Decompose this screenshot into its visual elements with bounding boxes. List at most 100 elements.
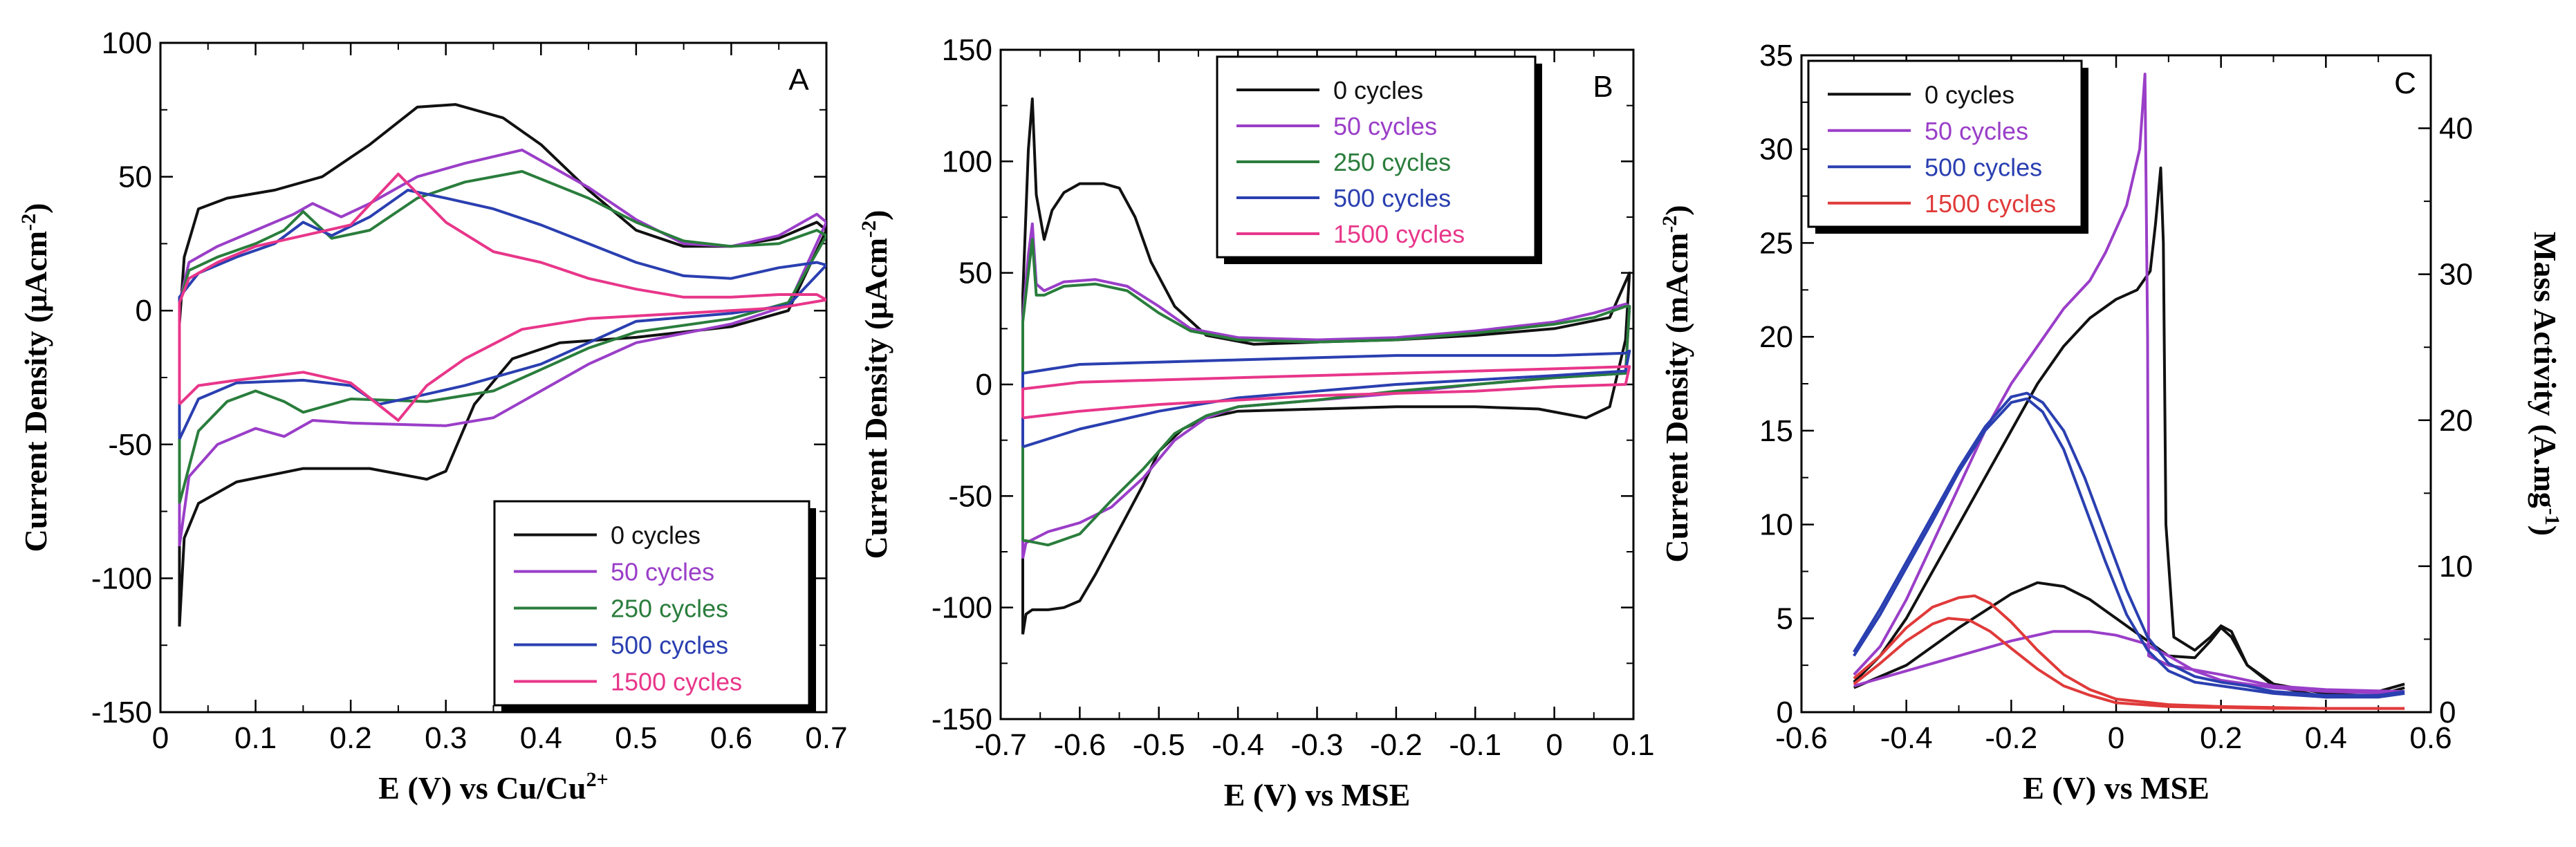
y-axis-label: Current Density (μAcm-2)	[858, 210, 893, 559]
y-tick-label: -50	[948, 479, 992, 513]
y-tick-label: 10	[1759, 508, 1793, 542]
x-tick-label: 0.5	[615, 721, 657, 755]
legend-label: 0 cycles	[1333, 76, 1423, 104]
y-tick-label: 20	[1759, 320, 1793, 354]
y-tick-label: 5	[1777, 602, 1793, 635]
y-tick-label: -50	[108, 428, 152, 462]
legend: 0 cycles 50 cycles 250 cycles 500 cycles 150…	[493, 500, 816, 712]
x-axis-label-main: E (V) vs MSE	[2023, 770, 2209, 806]
x-tick-label: 0.7	[805, 721, 847, 755]
x-tick-label: 0.3	[425, 721, 467, 755]
x-tick-label: -0.3	[1291, 728, 1344, 762]
y-tick-label: -150	[91, 696, 152, 729]
y-axis-label-tail: )	[18, 203, 53, 213]
x-axis-label-main: E (V) vs Cu/Cu	[378, 770, 586, 806]
y-tick-label: 35	[1759, 39, 1793, 73]
y-axis-label-sup: -2	[17, 214, 40, 231]
y-tick-label: 30	[1759, 133, 1793, 167]
y2-axis-label-sup: -1	[2541, 508, 2564, 525]
legend-label: 50 cycles	[611, 558, 714, 586]
x-tick-label: 0.4	[2305, 721, 2347, 755]
y-axis-label-main: Current Density (mAcm	[1659, 233, 1694, 563]
plot-area	[1853, 73, 2405, 710]
legend-label: 50 cycles	[1925, 117, 2028, 145]
panel-letter: C	[2394, 66, 2416, 100]
y-tick-label: 0	[976, 368, 992, 402]
legend: 0 cycles 50 cycles 500 cycles 1500 cycles	[1807, 59, 2088, 234]
x-tick-label: 0	[152, 721, 169, 755]
x-tick-label: 0.6	[710, 721, 752, 755]
y-axis-label-sup: -2	[858, 221, 880, 238]
series-line-0-cycles	[1853, 166, 2405, 695]
y-axis-label-tail: )	[1659, 205, 1694, 215]
series-line-0-cycles	[1021, 97, 1631, 635]
panel-letter: A	[788, 63, 809, 97]
series-line-1500-cycles	[178, 172, 826, 422]
x-tick-label: -0.5	[1133, 728, 1185, 762]
y-axis-label-sup: -2	[1658, 216, 1681, 233]
series-line-50-cycles	[1021, 222, 1631, 559]
series-line-500-cycles	[1021, 349, 1631, 449]
y-tick-label: 150	[942, 33, 992, 67]
series-line-250-cycles	[178, 169, 826, 504]
y-tick-label: -100	[91, 561, 152, 595]
y2-tick-label: 30	[2439, 258, 2473, 292]
y-tick-label: 100	[102, 26, 152, 60]
x-tick-label: -0.4	[1212, 728, 1264, 762]
legend-label: 500 cycles	[1333, 184, 1451, 212]
legend-label: 500 cycles	[611, 631, 728, 660]
legend-label: 1500 cycles	[1925, 189, 2056, 218]
series-line-500-cycles-second	[1853, 397, 2405, 699]
x-axis-label-main: E (V) vs MSE	[1224, 777, 1411, 812]
panel-letter: B	[1593, 70, 1613, 104]
series-line-250-cycles	[1021, 238, 1631, 547]
x-tick-label: 0.1	[1612, 728, 1654, 762]
x-tick-label: 0.1	[234, 721, 277, 755]
y2-axis-label: Mass Activity (A.mg-1)	[2528, 232, 2564, 536]
legend-label: 1500 cycles	[1333, 220, 1465, 248]
legend-label: 1500 cycles	[611, 668, 742, 696]
y-tick-label: 50	[118, 160, 152, 194]
legend-label: 500 cycles	[1925, 153, 2042, 181]
legend: 0 cycles 50 cycles 250 cycles 500 cycles 150…	[1216, 55, 1542, 264]
series-line-500-cycles	[1853, 391, 2405, 697]
series-line-50-cycles	[178, 148, 826, 547]
x-tick-label: 0	[1546, 728, 1562, 762]
x-axis-label-sup: 2+	[586, 768, 609, 791]
y2-axis-label-tail: )	[2528, 525, 2563, 536]
series-line-1500-cycles-second	[1853, 617, 2405, 710]
y2-axis-label-main: Mass Activity (A.mg	[2528, 232, 2563, 508]
y2-tick-label: 10	[2439, 550, 2473, 584]
series-line-50-cycles-second	[1853, 630, 2405, 695]
x-tick-label: 0.2	[2200, 721, 2242, 755]
x-axis-label: E (V) vs Cu/Cu2+	[378, 768, 608, 806]
y-axis-label-main: Current Density (μAcm	[858, 238, 893, 559]
legend-label: 50 cycles	[1333, 112, 1437, 140]
plot-area	[178, 103, 826, 627]
series-line-500-cycles	[178, 189, 826, 440]
panel-A: 0 0.1 0.2 0.3 0.4 0.5 0.6 0.7 -150 -100 -50 0 50 100 E…	[17, 26, 848, 806]
series-line-0-cycles	[178, 103, 826, 627]
x-tick-label: -0.6	[1053, 728, 1106, 762]
y2-tick-label: 20	[2439, 404, 2473, 438]
y-tick-label: 15	[1759, 414, 1793, 448]
y-tick-label: 50	[958, 257, 992, 290]
plot-area	[1021, 97, 1631, 635]
x-tick-label: -0.2	[1985, 721, 2037, 755]
x-tick-label: -0.4	[1880, 721, 1933, 755]
legend-label: 250 cycles	[1333, 148, 1451, 176]
y2-tick-label: 40	[2439, 112, 2473, 146]
panel-B: -0.7 -0.6 -0.5 -0.4 -0.3 -0.2 -0.1 0 0.1 -150 -100…	[858, 33, 1655, 812]
legend-label: 0 cycles	[611, 521, 701, 550]
x-tick-label: -0.7	[974, 728, 1027, 762]
x-tick-label: -0.1	[1449, 728, 1501, 762]
x-axis-label: E (V) vs MSE	[1224, 777, 1411, 812]
y-axis-label-main: Current Density (μAcm	[18, 231, 53, 552]
x-tick-label: 0.2	[330, 721, 372, 755]
legend-box	[1807, 59, 2083, 228]
legend-label: 0 cycles	[1925, 80, 2014, 109]
x-tick-label: -0.2	[1370, 728, 1423, 762]
panel-C: -0.6 -0.4 -0.2 0 0.2 0.4 0.6051015202530350102…	[1658, 39, 2564, 806]
y-axis-label: Current Density (mAcm-2)	[1658, 205, 1694, 562]
series-line-1500-cycles	[1021, 365, 1631, 420]
